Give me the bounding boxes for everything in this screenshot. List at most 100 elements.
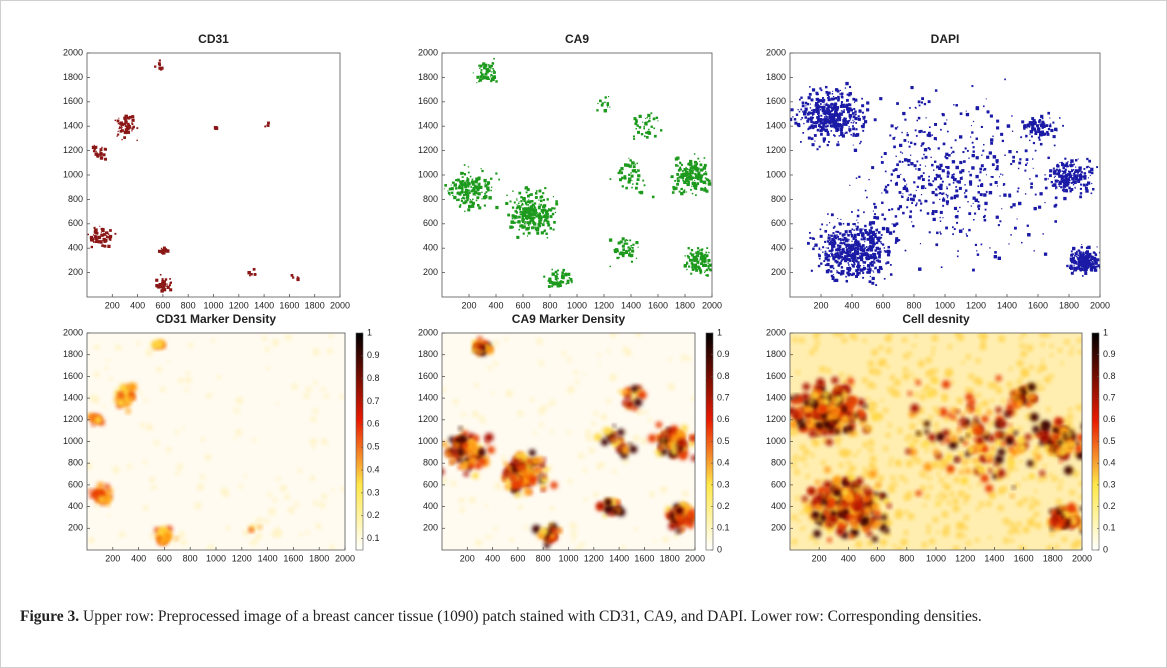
stain-pixel [857, 246, 860, 248]
density-speck [924, 493, 930, 500]
stain-pixel [609, 178, 612, 180]
colorbar-tick-label: 0.8 [717, 371, 730, 381]
stain-pixel [512, 190, 514, 192]
stain-pixel [958, 229, 963, 233]
stain-pixel [814, 121, 818, 125]
density-blob [660, 438, 664, 443]
stain-pixel [1071, 259, 1075, 262]
stain-pixel [557, 273, 559, 275]
density-blob [600, 438, 609, 446]
stain-pixel [700, 253, 704, 256]
stain-pixel [653, 134, 657, 138]
stain-pixel [462, 193, 466, 197]
stain-pixel [94, 145, 98, 149]
stain-pixel [479, 64, 483, 68]
density-speck [838, 462, 844, 468]
stain-pixel [1039, 192, 1043, 196]
stain-pixel [837, 113, 841, 118]
stain-pixel [854, 236, 857, 239]
stain-pixel [824, 121, 828, 125]
stain-pixel [934, 193, 938, 197]
stain-pixel [889, 264, 892, 266]
stain-pixel [845, 131, 848, 134]
density-blob [542, 457, 546, 462]
stain-pixel [96, 240, 100, 244]
stain-pixel [895, 237, 899, 241]
stain-pixel [924, 155, 928, 159]
stain-pixel [977, 204, 981, 208]
stain-pixel [832, 108, 835, 111]
density-speck [566, 430, 571, 435]
stain-pixel [833, 125, 837, 129]
stain-pixel [706, 247, 709, 250]
density-blob [597, 502, 605, 510]
stain-pixel [1000, 132, 1004, 136]
stain-pixel [630, 174, 634, 178]
stain-pixel [888, 231, 893, 235]
density-blob [618, 389, 622, 393]
stain-pixel [464, 202, 467, 205]
stain-pixel [296, 277, 300, 282]
density-blob [593, 433, 602, 442]
stain-pixel [822, 96, 824, 99]
stain-pixel [490, 76, 492, 78]
stain-pixel [511, 217, 514, 220]
stain-pixel [941, 193, 944, 196]
stain-pixel [831, 253, 834, 255]
x-tick-label: 1200 [232, 553, 252, 563]
stain-pixel [714, 253, 715, 254]
stain-pixel [596, 109, 599, 112]
stain-pixel [623, 242, 626, 245]
stain-pixel [879, 238, 882, 240]
stain-pixel [691, 192, 694, 195]
stain-pixel [463, 164, 466, 166]
density-blob [790, 421, 797, 428]
stain-pixel [621, 254, 625, 258]
stain-pixel [1080, 173, 1082, 175]
density-speck [957, 492, 963, 497]
density-speck [791, 514, 798, 521]
stain-pixel [687, 179, 689, 181]
density-blob [104, 483, 110, 490]
stain-pixel [879, 97, 883, 101]
stain-pixel [511, 206, 515, 209]
stain-pixel [1026, 224, 1029, 227]
stain-pixel [693, 172, 695, 174]
stain-pixel [114, 119, 117, 122]
stain-pixel [822, 137, 826, 141]
stain-pixel [919, 209, 922, 212]
stain-pixel [511, 214, 515, 218]
density-speck [814, 540, 819, 545]
stain-pixel [290, 273, 294, 277]
stain-pixel [971, 166, 975, 170]
stain-pixel [926, 133, 930, 137]
stain-pixel [950, 152, 953, 154]
y-tick-label: 1200 [418, 145, 438, 155]
stain-pixel [1064, 178, 1068, 182]
stain-pixel [848, 238, 850, 241]
stain-pixel [846, 121, 850, 124]
density-blob [655, 421, 663, 428]
stain-pixel [856, 241, 859, 244]
stain-pixel [685, 166, 687, 169]
density-speck [1070, 346, 1074, 350]
stain-pixel [517, 202, 520, 205]
stain-pixel [979, 171, 982, 174]
y-tick-label: 2000 [766, 47, 786, 57]
stain-pixel [835, 129, 839, 133]
density-blob [540, 475, 549, 484]
stain-pixel [808, 92, 812, 96]
stain-pixel [872, 246, 874, 248]
stain-pixel [870, 263, 874, 267]
stain-pixel [934, 123, 938, 126]
stain-pixel [629, 239, 632, 242]
stain-pixel [485, 191, 488, 194]
stain-pixel [94, 236, 98, 241]
stain-pixel [833, 120, 837, 124]
stain-pixel [1081, 267, 1083, 269]
stain-pixel [551, 272, 555, 276]
stain-pixel [812, 108, 816, 112]
stain-pixel [1082, 252, 1085, 255]
panel-image [442, 53, 715, 297]
stain-pixel [827, 269, 830, 272]
